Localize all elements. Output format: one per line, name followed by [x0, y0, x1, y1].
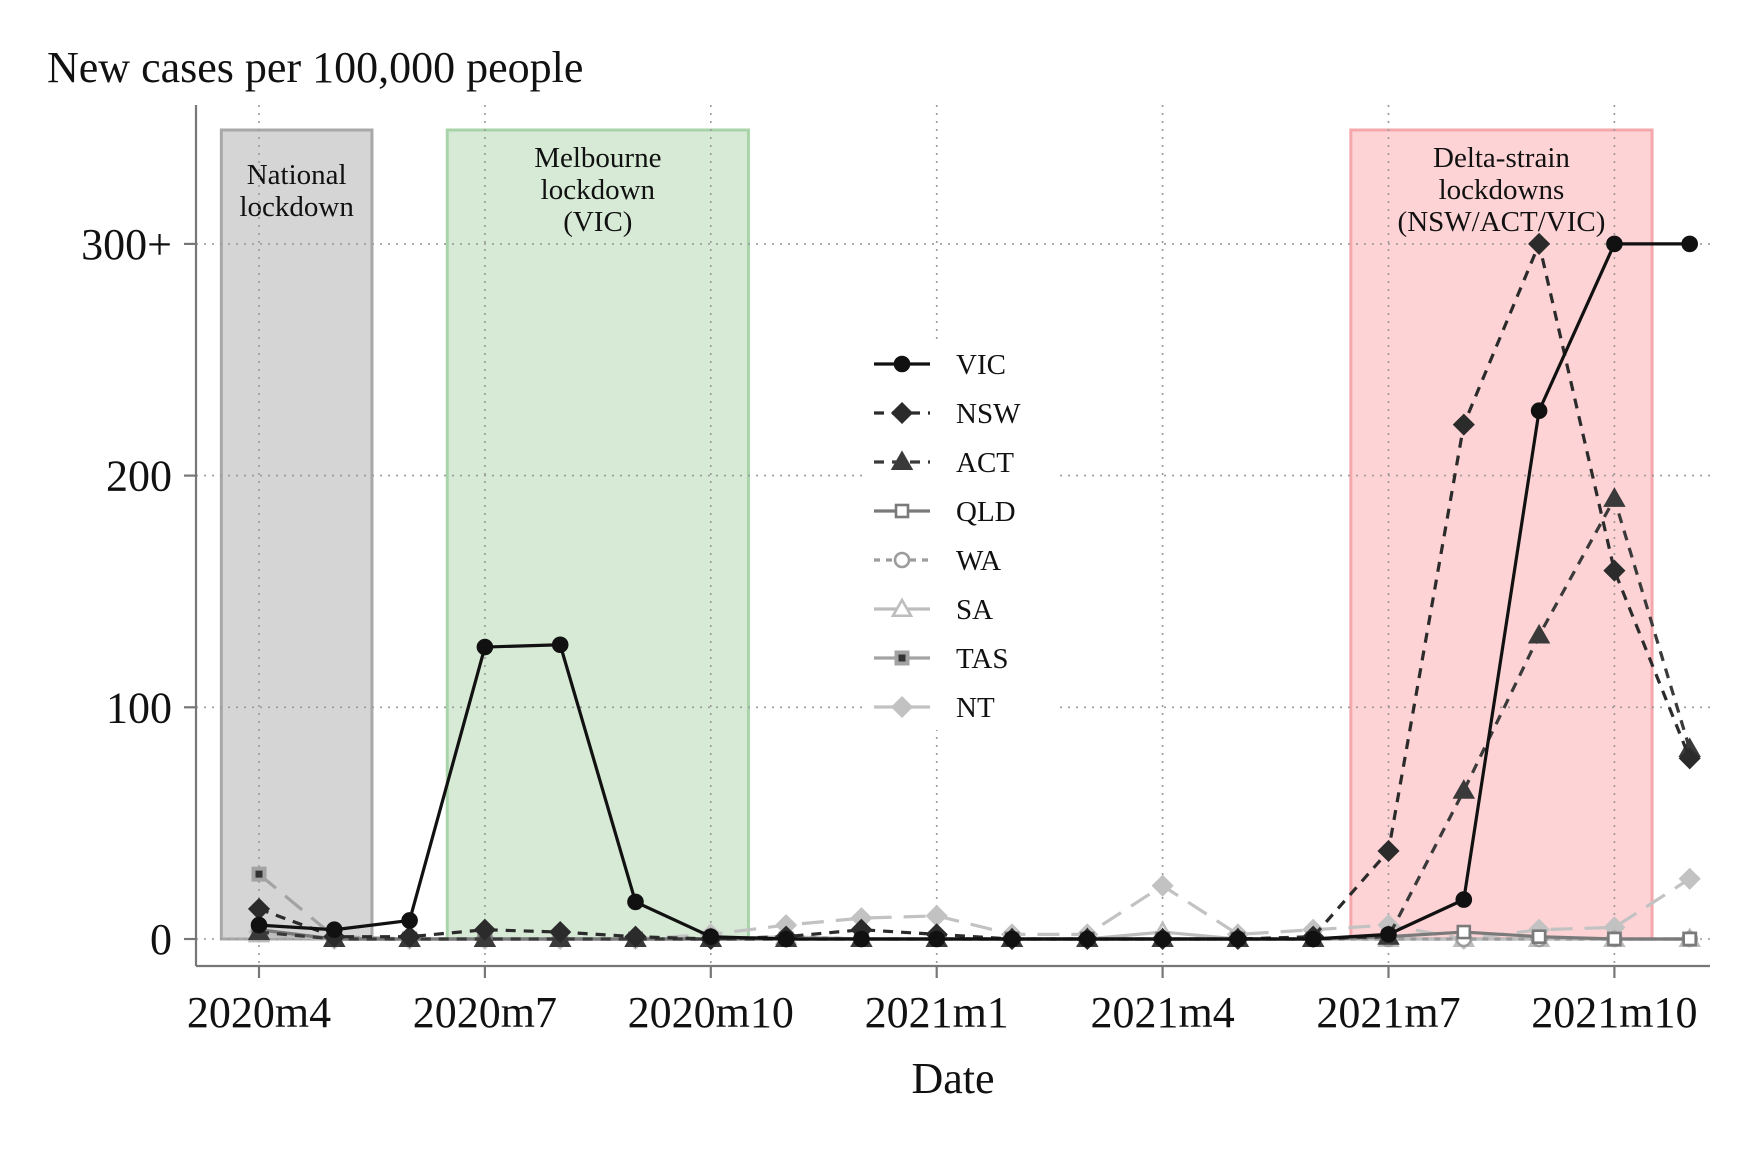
- shaded-region-label: lockdown: [541, 174, 656, 206]
- data-point: [1531, 929, 1547, 944]
- series-lines: [247, 232, 1701, 951]
- x-tick-label: 2021m4: [1090, 988, 1234, 1037]
- shaded-region-label: Melbourne: [534, 142, 661, 174]
- legend-item-wa: WA: [874, 545, 1001, 577]
- data-point: [398, 925, 421, 948]
- x-tick-label: 2021m1: [865, 988, 1009, 1037]
- y-tick-label: 100: [106, 683, 172, 732]
- data-point: [925, 904, 948, 927]
- x-tick-label: 2020m4: [187, 988, 331, 1037]
- data-point: [1455, 891, 1473, 908]
- legend-label: NT: [956, 692, 995, 724]
- y-tick-label: 0: [150, 915, 172, 964]
- data-point: [251, 866, 267, 882]
- x-axis-label: Date: [911, 1054, 994, 1103]
- legend-marker: [890, 450, 914, 471]
- data-point: [1603, 487, 1626, 507]
- data-point: [250, 916, 268, 934]
- legend-marker: [890, 695, 914, 719]
- x-tick-label: 2020m7: [413, 988, 557, 1037]
- x-tick-label: 2021m10: [1531, 988, 1697, 1037]
- shaded-region-1: [445, 128, 750, 941]
- legend-item-tas: TAS: [874, 643, 1008, 675]
- y-tick-label: 300+: [81, 220, 172, 269]
- data-point: [1229, 930, 1247, 948]
- y-tick-label: 200: [106, 452, 172, 501]
- legend-marker: [893, 355, 911, 373]
- legend-item-sa: SA: [874, 594, 993, 626]
- data-point: [325, 921, 343, 939]
- data-point: [1530, 402, 1548, 420]
- data-point: [473, 918, 496, 941]
- data-point: [1079, 930, 1096, 948]
- data-point: [1528, 232, 1551, 255]
- shaded-region-2: [1349, 128, 1654, 941]
- legend-marker: [890, 597, 914, 618]
- data-point: [1452, 413, 1475, 436]
- x-tick-label: 2020m10: [628, 988, 794, 1037]
- shaded-region-label: Delta-strain: [1433, 142, 1570, 174]
- legend-label: WA: [956, 545, 1001, 577]
- shaded-region-label: National: [247, 159, 347, 191]
- data-point: [1304, 930, 1322, 948]
- legend-item-qld: QLD: [874, 496, 1016, 528]
- legend-label: NSW: [956, 398, 1021, 430]
- data-point: [1154, 930, 1171, 948]
- shaded-region-0: [219, 128, 374, 941]
- data-point: [1682, 931, 1697, 947]
- data-point: [1607, 931, 1622, 947]
- legend-marker: [893, 551, 911, 569]
- legend-marker: [890, 401, 914, 425]
- data-point: [624, 925, 647, 948]
- legend-item-vic: VIC: [874, 349, 1006, 381]
- legend-label: TAS: [956, 643, 1008, 675]
- series-line: [258, 242, 1690, 941]
- legend-label: QLD: [956, 496, 1016, 528]
- chart-title: New cases per 100,000 people: [47, 43, 583, 92]
- shaded-region-label: (NSW/ACT/VIC): [1398, 206, 1606, 238]
- legend-label: ACT: [956, 447, 1014, 479]
- legend: VIC NSW ACT QLD WA SA TAS NT: [862, 340, 1058, 730]
- legend-label: SA: [956, 594, 993, 626]
- series-line: [258, 242, 1692, 941]
- legend-label: VIC: [956, 349, 1006, 381]
- data-point: [702, 928, 720, 945]
- data-point: [1380, 926, 1397, 943]
- data-point: [853, 930, 870, 948]
- data-point: [549, 920, 572, 944]
- legend-item-nt: NT: [874, 692, 995, 724]
- axes: 0 100 200 300+ 2020m4 2020m7 2020m10 2021m1 2021…: [81, 105, 1710, 1037]
- data-point: [1606, 235, 1623, 253]
- data-point: [1456, 924, 1472, 940]
- data-point: [1003, 930, 1021, 948]
- data-point: [1452, 779, 1476, 799]
- data-point: [928, 930, 946, 948]
- legend-marker: [894, 503, 910, 519]
- legend-item-nsw: NSW: [874, 398, 1021, 430]
- shaded-region-label: lockdown: [239, 191, 354, 223]
- data-point: [1603, 559, 1626, 582]
- data-point: [1678, 867, 1701, 890]
- legend-item-act: ACT: [874, 447, 1014, 479]
- shaded-region-label: (VIC): [563, 206, 632, 238]
- data-point: [551, 636, 569, 654]
- data-point: [1681, 235, 1698, 253]
- data-point: [1678, 747, 1701, 770]
- series-line: [258, 497, 1692, 941]
- data-point: [1151, 874, 1174, 897]
- legend-marker: [894, 650, 910, 666]
- data-point: [777, 930, 795, 948]
- shaded-regions: NationallockdownMelbournelockdown(VIC)De…: [219, 128, 1654, 941]
- data-point: [401, 912, 418, 929]
- data-point: [476, 638, 494, 656]
- data-point: [1527, 623, 1551, 644]
- data-point: [1377, 839, 1400, 863]
- shaded-region-label: lockdowns: [1439, 174, 1565, 206]
- data-point: [627, 893, 644, 911]
- x-tick-label: 2021m7: [1316, 988, 1460, 1037]
- series-line: [258, 928, 1690, 941]
- series-vic: [250, 235, 1698, 948]
